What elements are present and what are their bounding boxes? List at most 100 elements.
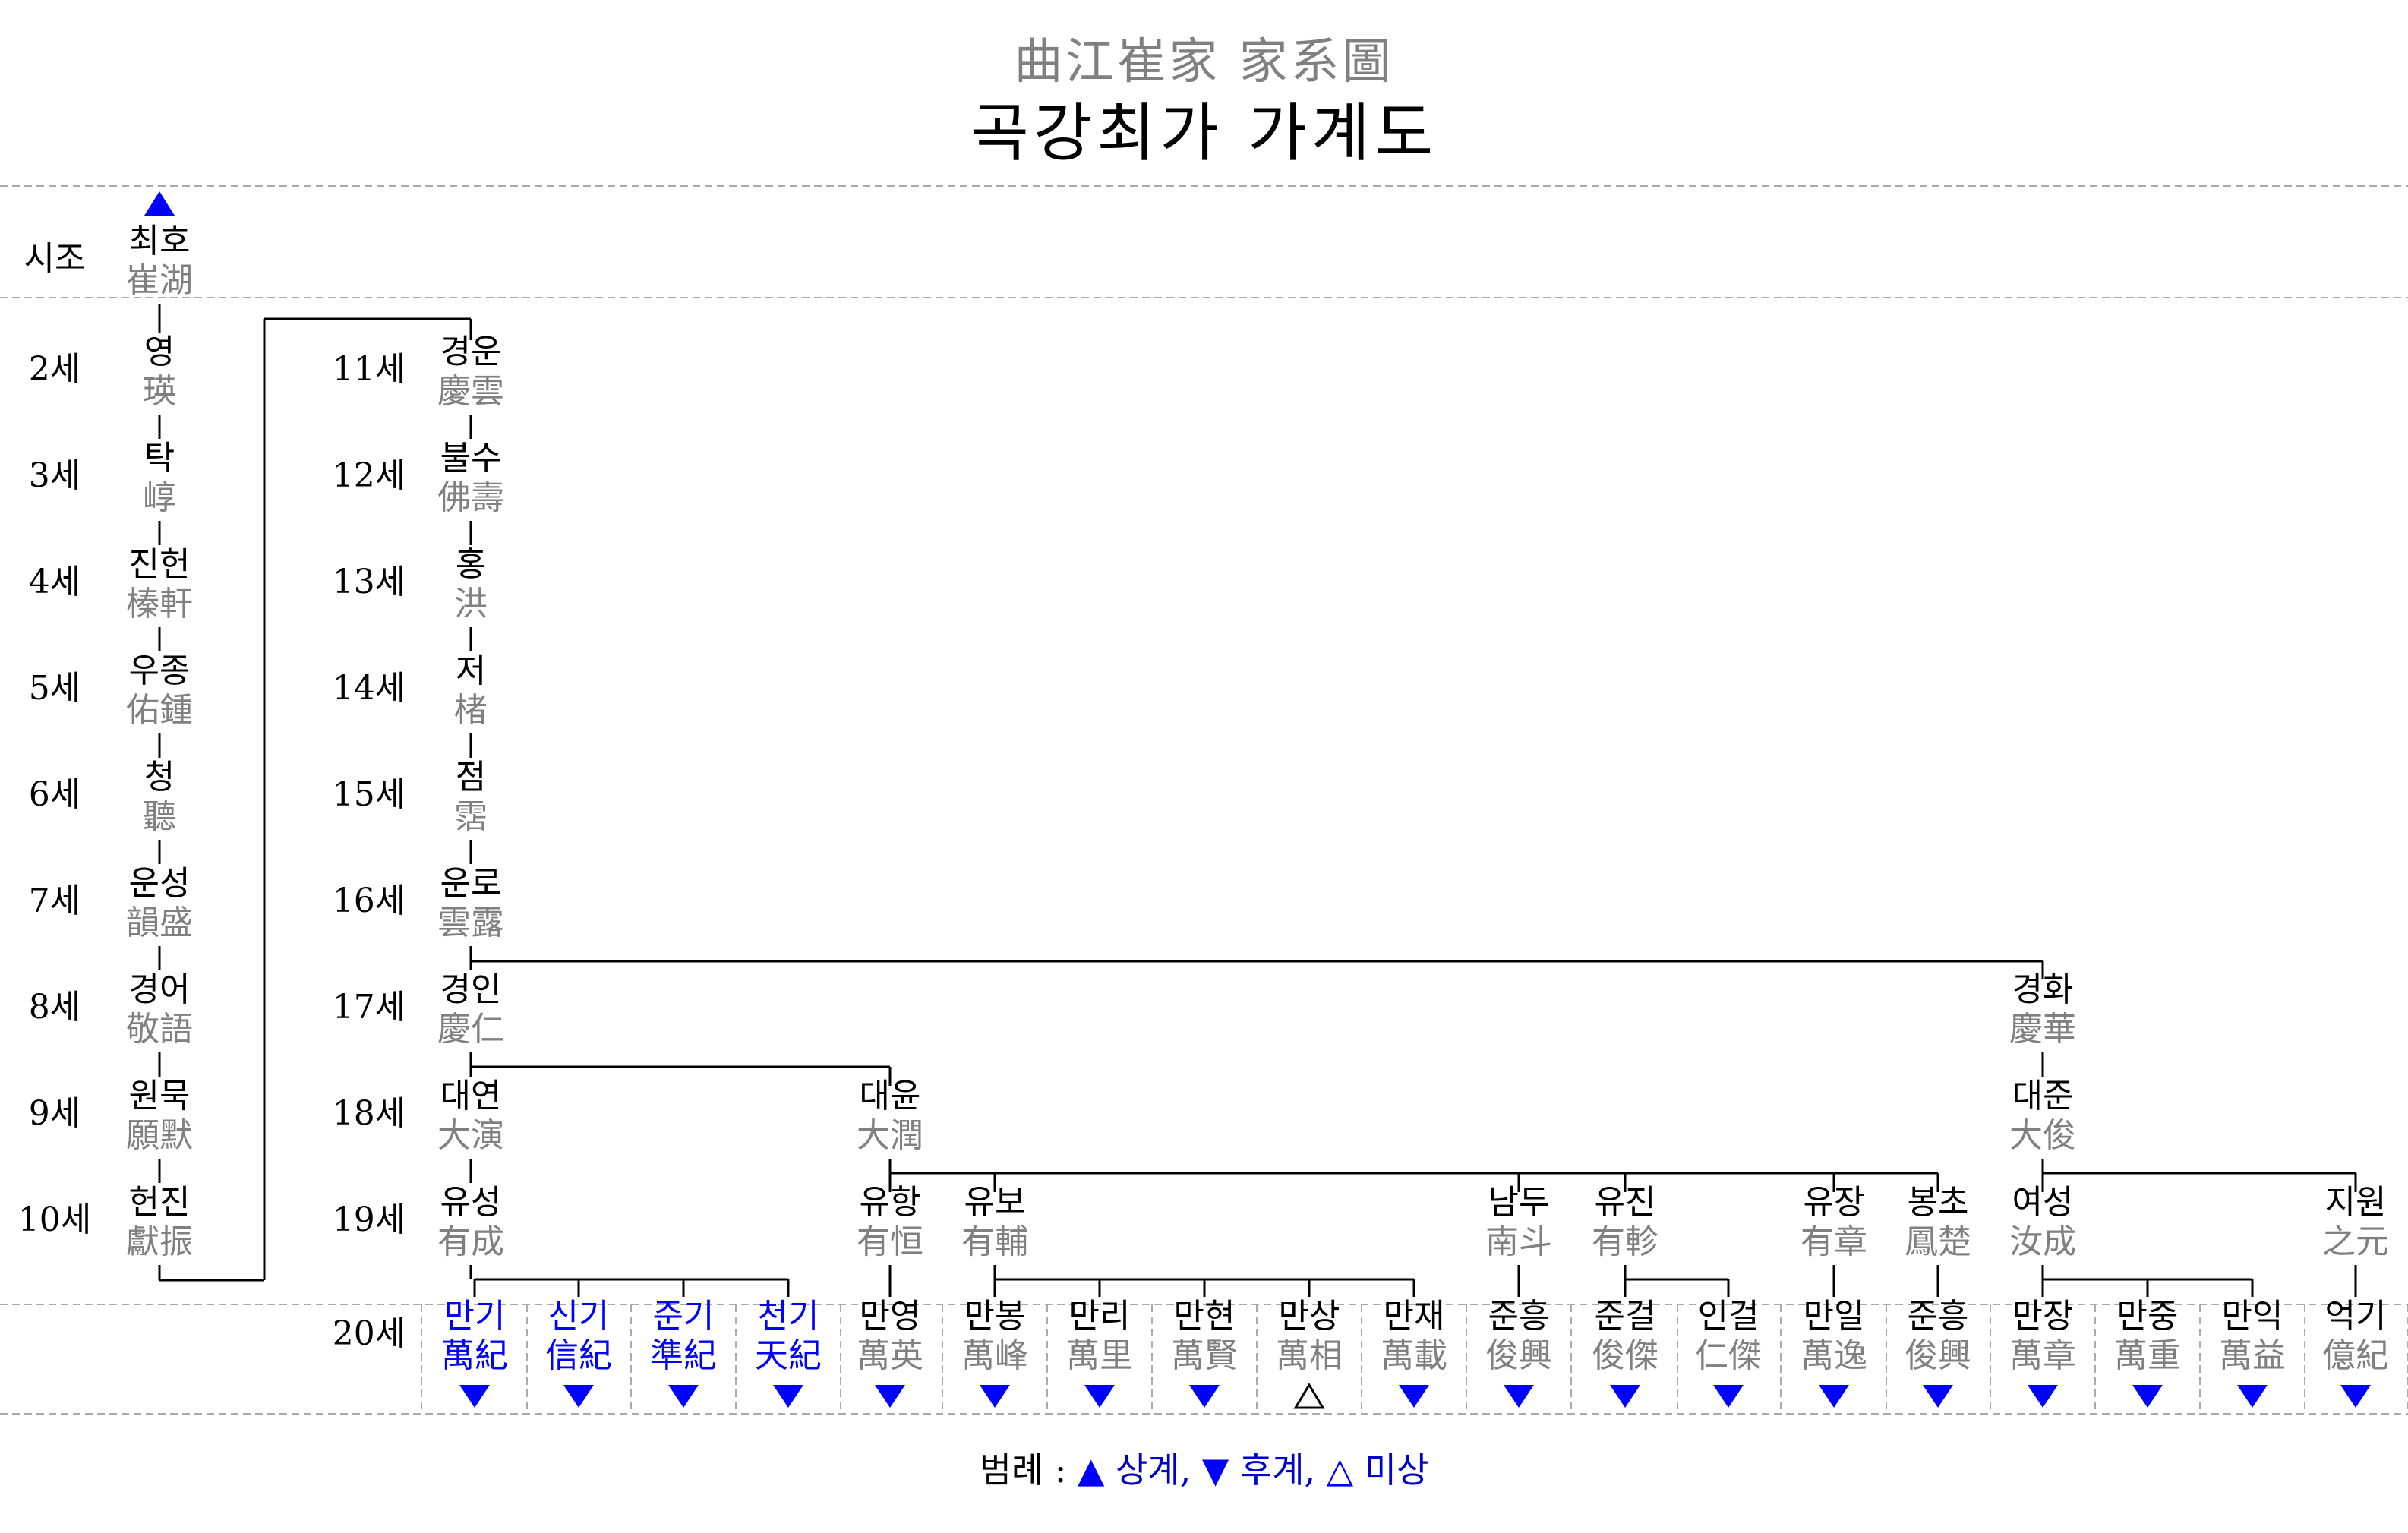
- down-triangle-icon: [1504, 1385, 1534, 1408]
- person-korean-name: 진헌: [129, 545, 191, 584]
- generation-label: 13세: [333, 563, 406, 601]
- legend: 범례 : ▲ 상계, ▼ 후계, △ 미상: [0, 1443, 2408, 1493]
- person-korean-name: 만장: [2012, 1297, 2074, 1336]
- person-hanja-name: 萬載: [1381, 1336, 1447, 1375]
- person-hanja-name: 俊傑: [1592, 1336, 1658, 1375]
- legend-down-text: 후계,: [1239, 1449, 1316, 1490]
- person-korean-name: 만상: [1279, 1297, 1340, 1336]
- person-hanja-name: 大俊: [2009, 1116, 2076, 1155]
- person-hanja-name: 慶雲: [437, 372, 504, 411]
- person-hanja-name: 崔湖: [126, 261, 193, 300]
- down-triangle-icon: [668, 1385, 699, 1408]
- person-hanja-name: 汝成: [2009, 1222, 2076, 1261]
- person-korean-name: 준기: [653, 1297, 715, 1336]
- person-hanja-name: 萬相: [1276, 1336, 1343, 1375]
- person-hanja-name: 仁傑: [1695, 1336, 1762, 1375]
- generation-label: 6세: [29, 775, 80, 814]
- down-triangle-icon: [1189, 1385, 1220, 1408]
- outline-triangle-icon: △: [1326, 1449, 1354, 1490]
- down-triangle-icon: [2132, 1385, 2163, 1408]
- down-triangle-icon: [1399, 1385, 1429, 1408]
- person-korean-name: 만익: [2222, 1297, 2283, 1336]
- person-korean-name: 최호: [129, 222, 191, 260]
- down-triangle-icon: [1610, 1385, 1640, 1408]
- person-korean-name: 만현: [1174, 1297, 1236, 1336]
- person-korean-name: 경화: [2012, 970, 2074, 1009]
- person-hanja-name: 楮: [454, 691, 488, 730]
- person-hanja-name: 有成: [437, 1222, 504, 1261]
- person-hanja-name: 有恒: [857, 1222, 923, 1261]
- person-korean-name: 점: [456, 758, 486, 796]
- person-hanja-name: 天紀: [755, 1336, 822, 1375]
- generation-label: 7세: [29, 882, 80, 920]
- person-hanja-name: 雲露: [437, 904, 504, 942]
- person-korean-name: 헌진: [129, 1183, 191, 1222]
- person-korean-name: 만일: [1804, 1297, 1865, 1336]
- person-hanja-name: 俊興: [1485, 1336, 1552, 1375]
- generation-label: 19세: [333, 1200, 406, 1239]
- generation-label: 18세: [333, 1094, 406, 1133]
- outline-triangle-icon: [1293, 1383, 1325, 1409]
- person-hanja-name: 萬逸: [1800, 1336, 1867, 1375]
- legend-label: 범례 :: [979, 1449, 1067, 1490]
- generation-label: 2세: [29, 350, 80, 389]
- generation-label: 15세: [333, 775, 406, 814]
- down-triangle-icon: [459, 1385, 490, 1408]
- generation-label: 16세: [333, 882, 406, 920]
- person-hanja-name: 億紀: [2322, 1336, 2389, 1375]
- person-hanja-name: 韻盛: [126, 904, 193, 942]
- generation-label: 시조: [24, 239, 86, 278]
- person-hanja-name: 萬賢: [1171, 1336, 1238, 1375]
- person-hanja-name: 獻振: [126, 1222, 193, 1261]
- up-triangle-icon: [144, 191, 175, 216]
- person-hanja-name: 萬里: [1066, 1336, 1133, 1375]
- person-hanja-name: 慶仁: [437, 1010, 504, 1049]
- person-korean-name: 억기: [2325, 1297, 2387, 1336]
- person-hanja-name: 大演: [437, 1116, 504, 1155]
- person-korean-name: 불수: [440, 439, 502, 478]
- person-korean-name: 유성: [440, 1183, 502, 1222]
- person-hanja-name: 萬紀: [441, 1336, 508, 1375]
- person-korean-name: 우종: [129, 651, 191, 690]
- person-hanja-name: 願默: [126, 1116, 193, 1155]
- person-korean-name: 신기: [548, 1297, 610, 1336]
- generation-label: 14세: [333, 669, 406, 708]
- person-korean-name: 경운: [440, 333, 502, 371]
- person-hanja-name: 瑛: [143, 372, 176, 411]
- title-hanja: 曲江崔家 家系圖: [1014, 34, 1394, 90]
- person-hanja-name: 聽: [143, 797, 176, 836]
- down-triangle-icon: [2237, 1385, 2268, 1408]
- person-korean-name: 대연: [440, 1077, 502, 1115]
- person-korean-name: 만기: [444, 1297, 506, 1336]
- person-korean-name: 영: [144, 333, 175, 371]
- person-hanja-name: 南斗: [1485, 1222, 1552, 1261]
- generation-label: 12세: [333, 456, 406, 495]
- person-hanja-name: 準紀: [650, 1336, 717, 1375]
- person-hanja-name: 萬英: [857, 1336, 923, 1375]
- generation-label: 17세: [333, 988, 406, 1027]
- generation-label: 10세: [18, 1200, 91, 1239]
- down-triangle-icon: [563, 1385, 594, 1408]
- down-triangle-icon: [1084, 1385, 1115, 1408]
- down-triangle-icon: [875, 1385, 905, 1408]
- down-triangle-icon: ▼: [1201, 1449, 1229, 1490]
- down-triangle-icon: [980, 1385, 1010, 1408]
- person-korean-name: 원묵: [129, 1077, 191, 1115]
- person-hanja-name: 信紀: [545, 1336, 612, 1375]
- up-triangle-icon: ▲: [1077, 1449, 1105, 1490]
- person-hanja-name: 萬重: [2114, 1336, 2181, 1375]
- person-hanja-name: 萬益: [2219, 1336, 2286, 1375]
- person-hanja-name: 有軫: [1592, 1222, 1658, 1261]
- person-hanja-name: 崞: [143, 478, 176, 517]
- person-hanja-name: 霑: [454, 797, 488, 836]
- person-korean-name: 인걸: [1698, 1297, 1759, 1336]
- person-hanja-name: 俊興: [1905, 1336, 1971, 1375]
- person-korean-name: 경인: [440, 970, 502, 1009]
- person-hanja-name: 佛壽: [437, 478, 504, 517]
- person-korean-name: 홍: [456, 545, 486, 584]
- person-korean-name: 준흥: [1908, 1297, 1969, 1336]
- generation-label: 4세: [29, 563, 80, 601]
- person-korean-name: 대윤: [860, 1077, 921, 1115]
- legend-unknown-text: 미상: [1364, 1449, 1429, 1490]
